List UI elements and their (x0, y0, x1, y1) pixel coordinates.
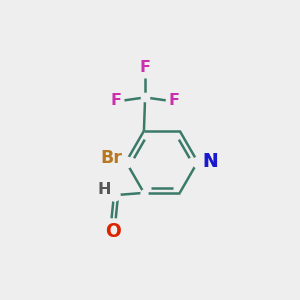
Text: N: N (203, 152, 218, 171)
Text: F: F (111, 93, 122, 108)
Text: F: F (140, 60, 151, 75)
Text: H: H (98, 182, 111, 197)
Text: N: N (203, 152, 218, 171)
Text: F: F (169, 93, 179, 108)
Text: Br: Br (100, 149, 122, 167)
Text: O: O (105, 222, 121, 241)
